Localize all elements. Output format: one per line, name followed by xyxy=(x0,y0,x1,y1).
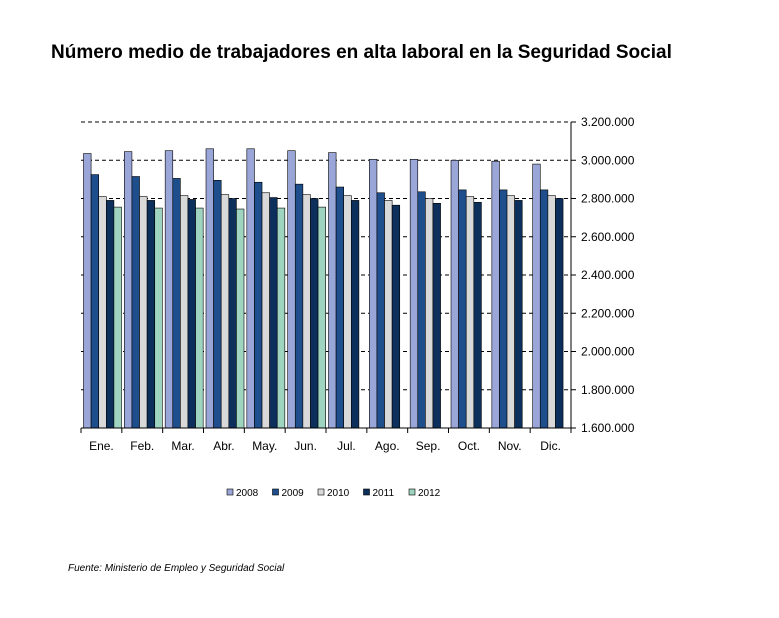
bar-2008-1 xyxy=(124,151,133,429)
bar-2012-1 xyxy=(154,207,163,429)
bar-2011-3 xyxy=(228,198,237,429)
y-axis-ticks: 1.600.000 1.800.000 2.000.000 2.200.000 2.40… xyxy=(571,115,635,435)
y-tick-label: 1.800.000 xyxy=(581,383,635,397)
y-tick-label: 3.200.000 xyxy=(581,115,635,129)
bar-2011-6 xyxy=(350,200,360,429)
bar-2011-9 xyxy=(473,202,482,429)
bar-2011-1 xyxy=(146,200,156,429)
legend: 2008 2009 2010 2011 2012 xyxy=(226,488,441,499)
bar-2012-3 xyxy=(236,208,245,429)
bar-2012-2 xyxy=(195,207,204,429)
y-tick-label: 1.600.000 xyxy=(581,421,635,435)
bar-2009-2 xyxy=(172,178,181,429)
legend-swatch-2008 xyxy=(226,488,234,496)
x-tick-label: Jul. xyxy=(337,439,356,453)
bar-2010-3 xyxy=(220,194,230,429)
bar-2011-4 xyxy=(269,197,278,429)
legend-label-2010: 2010 xyxy=(327,488,350,499)
bar-2009-10 xyxy=(499,189,508,429)
bar-2008-4 xyxy=(246,148,255,429)
y-tick-label: 3.000.000 xyxy=(581,153,635,167)
bar-2010-9 xyxy=(465,196,475,429)
x-tick-label: Feb. xyxy=(130,439,154,453)
legend-swatch-2010 xyxy=(317,488,325,496)
x-tick-label: Ago. xyxy=(375,439,400,453)
bar-2008-3 xyxy=(205,148,214,429)
gridlines xyxy=(81,121,571,391)
x-tick-label: Sep. xyxy=(416,439,441,453)
bar-2008-8 xyxy=(409,158,419,429)
bars xyxy=(83,148,564,429)
bar-2008-11 xyxy=(532,163,541,429)
bar-2009-5 xyxy=(294,183,304,429)
x-tick-label: Dic. xyxy=(540,439,561,453)
y-tick-label: 2.600.000 xyxy=(581,230,635,244)
x-tick-label: Jun. xyxy=(294,439,317,453)
bar-2009-1 xyxy=(131,176,140,429)
bar-2009-11 xyxy=(539,189,549,429)
bar-2011-0 xyxy=(106,200,115,429)
bar-2011-7 xyxy=(391,204,401,429)
bar-2011-10 xyxy=(514,200,523,429)
y-tick-label: 2.200.000 xyxy=(581,306,635,320)
bar-2010-5 xyxy=(302,194,311,429)
bar-2010-6 xyxy=(343,195,352,429)
x-tick-label: Abr. xyxy=(213,439,234,453)
bar-2008-6 xyxy=(328,152,337,429)
bar-2009-7 xyxy=(376,192,385,429)
y-tick-label: 2.400.000 xyxy=(581,268,635,282)
legend-label-2011: 2011 xyxy=(373,488,395,499)
y-tick-label: 2.800.000 xyxy=(581,192,635,206)
bar-2009-9 xyxy=(458,189,467,429)
bar-2008-10 xyxy=(491,160,500,429)
bar-2011-2 xyxy=(187,199,196,429)
bar-2012-5 xyxy=(317,206,326,429)
x-tick-label: May. xyxy=(252,439,277,453)
x-tick-label: Mar. xyxy=(171,439,194,453)
bar-2010-8 xyxy=(425,198,434,429)
x-tick-label: Oct. xyxy=(458,439,480,453)
bar-2009-6 xyxy=(335,186,345,429)
bar-2008-2 xyxy=(164,150,174,429)
legend-swatch-2012 xyxy=(408,488,416,496)
bar-2010-2 xyxy=(180,195,189,429)
bar-2008-5 xyxy=(287,150,296,429)
bar-2009-4 xyxy=(254,181,263,429)
bar-2008-9 xyxy=(450,159,459,429)
bar-2010-1 xyxy=(139,196,148,429)
bar-2008-0 xyxy=(83,153,92,429)
legend-swatch-2009 xyxy=(272,488,279,496)
legend-label-2009: 2009 xyxy=(282,488,305,499)
legend-label-2012: 2012 xyxy=(418,488,441,499)
x-tick-label: Nov. xyxy=(498,439,522,453)
bar-2010-10 xyxy=(506,195,515,429)
y-tick-label: 2.000.000 xyxy=(581,345,635,359)
chart-title: Número medio de trabajadores en alta lab… xyxy=(51,42,672,63)
bar-2012-4 xyxy=(276,207,286,429)
bar-2010-0 xyxy=(98,196,107,429)
bar-2012-0 xyxy=(113,206,122,429)
bar-2010-4 xyxy=(261,192,270,429)
bar-2009-0 xyxy=(90,174,99,429)
source-note: Fuente: Ministerio de Empleo y Seguridad… xyxy=(68,563,285,574)
bar-2009-8 xyxy=(417,191,426,429)
legend-swatch-2011 xyxy=(363,488,370,496)
bar-2008-7 xyxy=(369,158,378,429)
legend-label-2008: 2008 xyxy=(236,488,259,499)
x-axis-ticks: Ene. Feb. Mar. Abr. May. Jun. Jul. Ago. Sep. Oct.… xyxy=(80,428,572,453)
x-tick-label: Ene. xyxy=(89,439,114,453)
bar-2010-7 xyxy=(384,200,393,429)
bar-2011-5 xyxy=(310,198,319,429)
bar-2010-11 xyxy=(547,195,556,429)
bar-2011-11 xyxy=(555,198,564,429)
bar-2011-8 xyxy=(432,202,441,429)
bar-2009-3 xyxy=(213,180,222,429)
